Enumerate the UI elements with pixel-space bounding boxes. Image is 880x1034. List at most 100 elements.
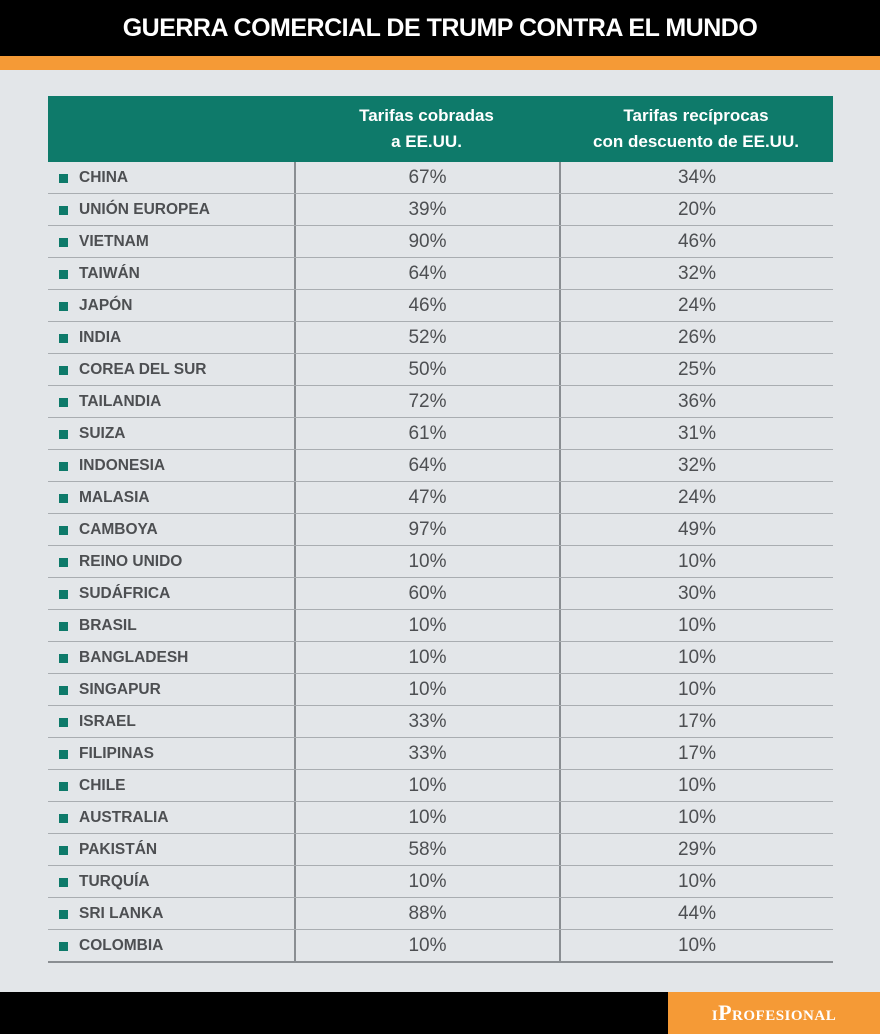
tariff-charged-value: 10% [294, 610, 559, 641]
country-name: SUIZA [79, 425, 126, 442]
country-cell: JAPÓN [48, 290, 294, 321]
country-cell: AUSTRALIA [48, 802, 294, 833]
country-name: ISRAEL [79, 713, 136, 730]
square-bullet-icon [59, 718, 68, 727]
page-title: GUERRA COMERCIAL DE TRUMP CONTRA EL MUND… [122, 14, 758, 42]
country-name: INDIA [79, 329, 122, 346]
country-name: COREA DEL SUR [79, 361, 207, 378]
country-cell: SINGAPUR [48, 674, 294, 705]
table-row: REINO UNIDO 10% 10% [48, 546, 833, 578]
table-row: COLOMBIA 10% 10% [48, 930, 833, 963]
square-bullet-icon [59, 206, 68, 215]
country-name: UNIÓN EUROPEA [79, 201, 210, 218]
country-name: JAPÓN [79, 297, 133, 314]
country-cell: MALASIA [48, 482, 294, 513]
column-header-reciprocal-tariffs: Tarifas recíprocas con descuento de EE.U… [593, 106, 799, 151]
tariff-charged-value: 10% [294, 930, 559, 961]
square-bullet-icon [59, 558, 68, 567]
country-name: TURQUÍA [79, 873, 150, 890]
table-row: ISRAEL 33% 17% [48, 706, 833, 738]
table-body: CHINA 67% 34% UNIÓN EUROPEA 39% 20% VIETNAM 90%… [48, 162, 833, 963]
table-row: SINGAPUR 10% 10% [48, 674, 833, 706]
country-cell: PAKISTÁN [48, 834, 294, 865]
tariff-charged-value: 10% [294, 546, 559, 577]
square-bullet-icon [59, 398, 68, 407]
logo-text: iProfesional [711, 1000, 837, 1025]
country-cell: TAIWÁN [48, 258, 294, 289]
tariff-charged-value: 90% [294, 226, 559, 257]
table-row: VIETNAM 90% 46% [48, 226, 833, 258]
tariff-charged-value: 10% [294, 802, 559, 833]
tariff-charged-value: 64% [294, 450, 559, 481]
country-cell: BANGLADESH [48, 642, 294, 673]
reciprocal-tariff-value: 17% [559, 738, 833, 769]
country-cell: TAILANDIA [48, 386, 294, 417]
tariff-charged-value: 39% [294, 194, 559, 225]
reciprocal-tariff-value: 10% [559, 866, 833, 897]
header-bar: GUERRA COMERCIAL DE TRUMP CONTRA EL MUND… [0, 0, 880, 56]
table-row: BANGLADESH 10% 10% [48, 642, 833, 674]
table-row: PAKISTÁN 58% 29% [48, 834, 833, 866]
tariff-charged-value: 46% [294, 290, 559, 321]
table-row: UNIÓN EUROPEA 39% 20% [48, 194, 833, 226]
reciprocal-tariff-value: 10% [559, 930, 833, 961]
country-cell: VIETNAM [48, 226, 294, 257]
reciprocal-tariff-value: 25% [559, 354, 833, 385]
tariff-charged-value: 33% [294, 706, 559, 737]
reciprocal-tariff-value: 17% [559, 706, 833, 737]
reciprocal-tariff-value: 10% [559, 770, 833, 801]
country-cell: INDONESIA [48, 450, 294, 481]
column-header-tariffs-charged: Tarifas cobradas a EE.UU. [359, 106, 494, 151]
iprofesional-logo: iProfesional [668, 992, 880, 1034]
country-name: INDONESIA [79, 457, 166, 474]
reciprocal-tariff-value: 32% [559, 258, 833, 289]
reciprocal-tariff-value: 26% [559, 322, 833, 353]
country-name: CHINA [79, 169, 129, 186]
table-row: CAMBOYA 97% 49% [48, 514, 833, 546]
reciprocal-tariff-value: 44% [559, 898, 833, 929]
tariff-charged-value: 10% [294, 770, 559, 801]
reciprocal-tariff-value: 29% [559, 834, 833, 865]
country-name: CHILE [79, 777, 126, 794]
reciprocal-tariff-value: 49% [559, 514, 833, 545]
country-name: SRI LANKA [79, 905, 164, 922]
country-cell: CHINA [48, 162, 294, 193]
table-row: TAILANDIA 72% 36% [48, 386, 833, 418]
square-bullet-icon [59, 782, 68, 791]
country-cell: INDIA [48, 322, 294, 353]
orange-stripe [0, 56, 880, 70]
tariff-charged-value: 10% [294, 674, 559, 705]
table-row: AUSTRALIA 10% 10% [48, 802, 833, 834]
tariff-charged-value: 10% [294, 866, 559, 897]
square-bullet-icon [59, 750, 68, 759]
country-name: TAIWÁN [79, 265, 140, 282]
reciprocal-tariff-value: 46% [559, 226, 833, 257]
country-cell: UNIÓN EUROPEA [48, 194, 294, 225]
tariff-charged-value: 52% [294, 322, 559, 353]
tariff-charged-value: 67% [294, 162, 559, 193]
tariff-charged-value: 61% [294, 418, 559, 449]
table-row: FILIPINAS 33% 17% [48, 738, 833, 770]
reciprocal-tariff-value: 34% [559, 162, 833, 193]
tariff-charged-value: 58% [294, 834, 559, 865]
reciprocal-tariff-value: 32% [559, 450, 833, 481]
country-cell: REINO UNIDO [48, 546, 294, 577]
tariff-charged-value: 33% [294, 738, 559, 769]
table-row: CHINA 67% 34% [48, 162, 833, 194]
country-name: BANGLADESH [79, 649, 189, 666]
country-cell: ISRAEL [48, 706, 294, 737]
table-row: MALASIA 47% 24% [48, 482, 833, 514]
square-bullet-icon [59, 814, 68, 823]
country-cell: COREA DEL SUR [48, 354, 294, 385]
table-row: BRASIL 10% 10% [48, 610, 833, 642]
country-name: SINGAPUR [79, 681, 161, 698]
table-row: SUDÁFRICA 60% 30% [48, 578, 833, 610]
table-row: INDIA 52% 26% [48, 322, 833, 354]
country-name: REINO UNIDO [79, 553, 183, 570]
reciprocal-tariff-value: 10% [559, 546, 833, 577]
square-bullet-icon [59, 910, 68, 919]
country-name: CAMBOYA [79, 521, 158, 538]
reciprocal-tariff-value: 10% [559, 674, 833, 705]
table-header: Tarifas cobradas a EE.UU. Tarifas recípr… [48, 96, 833, 162]
table-row: SUIZA 61% 31% [48, 418, 833, 450]
